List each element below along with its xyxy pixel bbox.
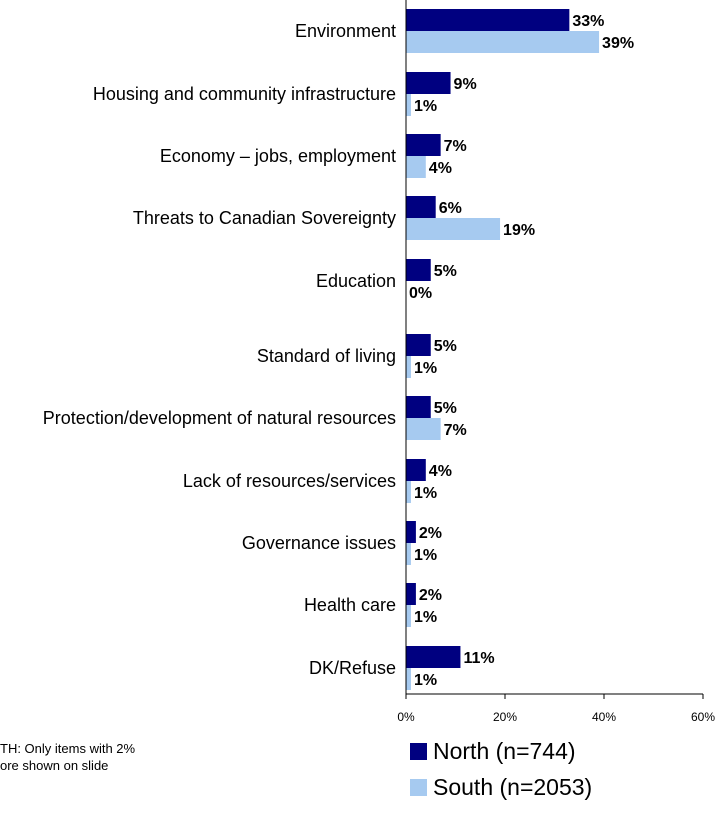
value-label-south-governance: 1% [414,547,437,564]
legend-label-north: North (n=744) [433,737,576,764]
legend-item-north: North (n=744) [410,733,592,769]
bar-south-natural-resources [406,418,441,440]
legend-swatch-north [410,742,427,760]
bar-south-dk-refuse [406,668,411,690]
value-label-south-standard-of-living: 1% [414,360,437,377]
legend-label-south: South (n=2053) [433,773,593,800]
bar-south-economy [406,156,426,178]
bar-north-economy [406,134,441,156]
legend-swatch-south [410,778,427,796]
value-label-south-dk-refuse: 1% [414,672,437,689]
bar-north-dk-refuse [406,646,461,668]
category-label-health-care: Health care [304,595,396,615]
bar-north-housing [406,72,451,94]
category-label-natural-resources: Protection/development of natural resour… [43,408,396,428]
bar-south-lack-of-services [406,481,411,503]
bar-north-environment [406,9,570,31]
bar-south-housing [406,94,411,116]
bar-north-sovereignty [406,196,436,218]
value-label-south-education: 0% [409,285,432,302]
value-label-north-natural-resources: 5% [434,400,457,417]
bar-south-sovereignty [406,218,501,240]
value-label-north-lack-of-services: 4% [429,463,452,480]
legend: North (n=744) South (n=2053) [410,733,592,805]
value-label-south-environment: 39% [602,35,634,52]
category-label-governance: Governance issues [242,533,396,553]
bar-north-education [406,259,431,281]
footnote-line-2: ore shown on slide [0,758,109,773]
bar-north-health-care [406,583,416,605]
bar-north-lack-of-services [406,459,426,481]
x-tick-label: 20% [493,710,517,724]
value-label-south-housing: 1% [414,98,437,115]
value-label-north-health-care: 2% [419,587,442,604]
category-label-lack-of-services: Lack of resources/services [183,471,396,491]
category-label-economy: Economy – jobs, employment [160,146,396,166]
value-label-north-standard-of-living: 5% [434,338,457,355]
value-label-south-lack-of-services: 1% [414,485,437,502]
bar-south-health-care [406,605,411,627]
value-label-north-economy: 7% [444,138,467,155]
bar-north-governance [406,521,416,543]
value-label-south-health-care: 1% [414,609,437,626]
category-label-environment: Environment [295,21,396,41]
bar-north-natural-resources [406,396,431,418]
category-label-education: Education [316,271,396,291]
x-tick-label: 60% [691,710,715,724]
category-label-housing: Housing and community infrastructure [93,84,396,104]
bar-north-standard-of-living [406,334,431,356]
value-label-north-sovereignty: 6% [439,200,462,217]
value-label-south-economy: 4% [429,160,452,177]
value-label-north-housing: 9% [454,76,477,93]
bar-south-standard-of-living [406,356,411,378]
value-label-north-environment: 33% [572,13,604,30]
bar-chart: Environment 33% 39% Housing and community i… [43,0,715,724]
value-label-north-governance: 2% [419,525,442,542]
x-tick-label: 0% [397,710,415,724]
category-label-sovereignty: Threats to Canadian Sovereignty [133,208,396,228]
value-label-north-dk-refuse: 11% [463,650,494,667]
legend-item-south: South (n=2053) [410,769,592,805]
value-label-north-education: 5% [434,263,457,280]
bar-south-governance [406,543,411,565]
value-label-south-sovereignty: 19% [503,222,535,239]
category-label-dk-refuse: DK/Refuse [309,658,396,678]
value-label-south-natural-resources: 7% [444,422,467,439]
bar-south-environment [406,31,600,53]
x-tick-label: 40% [592,710,616,724]
category-label-standard-of-living: Standard of living [257,346,396,366]
footnote-line-1: TH: Only items with 2% [0,741,136,756]
footnote: TH: Only items with 2% ore shown on slid… [0,740,230,774]
